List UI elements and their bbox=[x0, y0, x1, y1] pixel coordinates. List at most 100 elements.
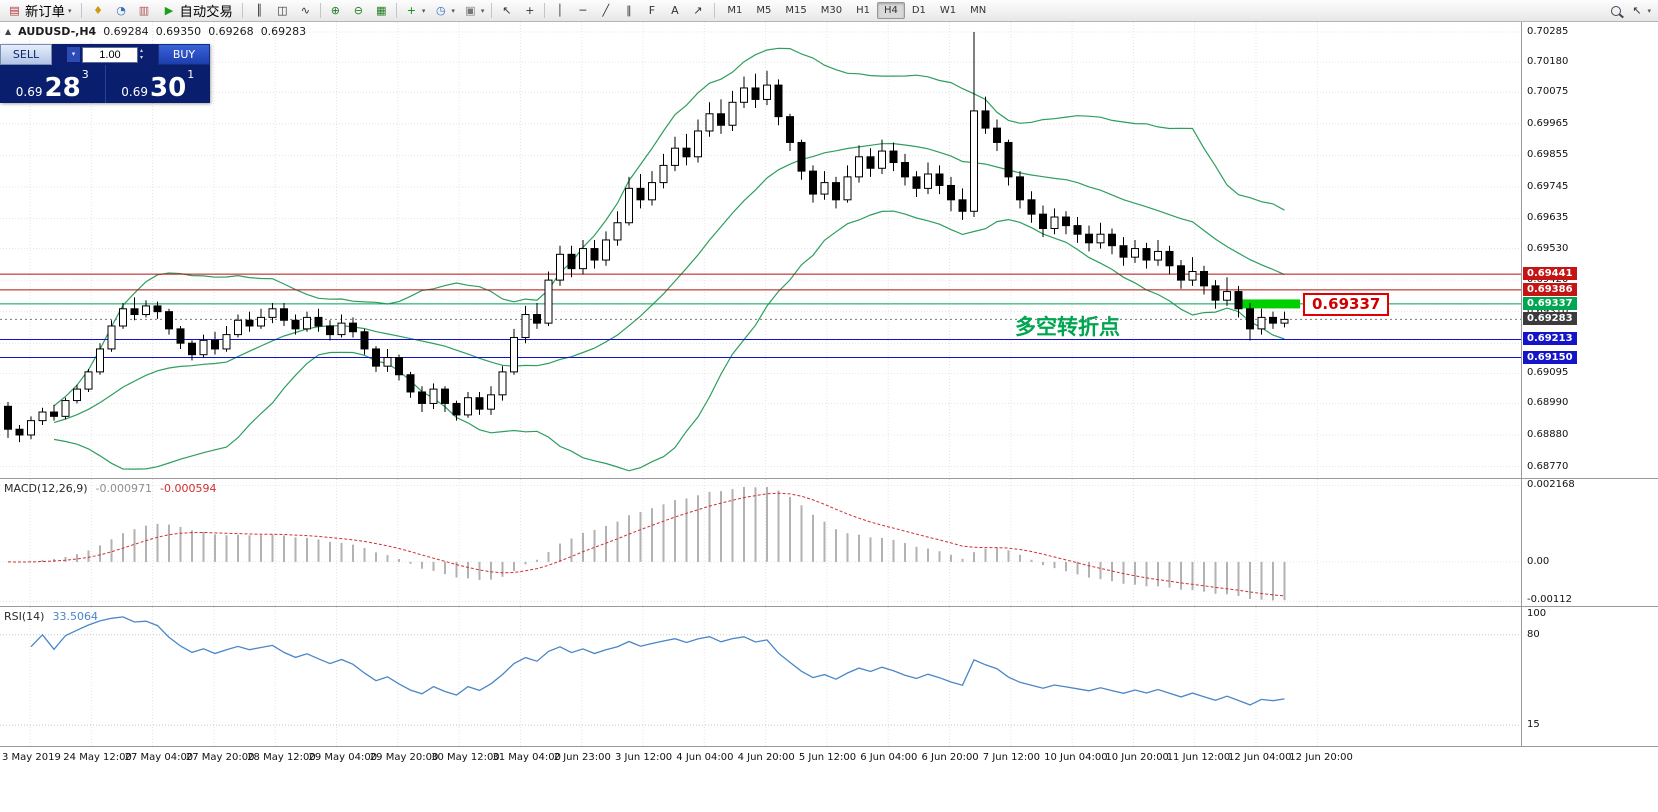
equidistant-channel-button[interactable]: ∥ bbox=[617, 2, 640, 20]
buy-button[interactable]: BUY bbox=[158, 44, 210, 65]
text-label-icon: A bbox=[671, 4, 679, 17]
trendline-button[interactable]: ╱ bbox=[594, 2, 617, 20]
timeframe-w1-button[interactable]: W1 bbox=[933, 2, 963, 19]
expand-triangle-icon[interactable]: ▲ bbox=[5, 27, 12, 36]
sell-button[interactable]: SELL bbox=[0, 44, 52, 65]
price-tick: 0.68990 bbox=[1527, 397, 1569, 409]
volume-dropdown-button[interactable]: ▾ bbox=[66, 47, 80, 62]
bar-chart-button[interactable]: ║ bbox=[248, 2, 271, 20]
time-label: 31 May 04:00 bbox=[492, 752, 561, 763]
crosshair-button[interactable]: + bbox=[518, 2, 541, 20]
macd-axis-label: 0.002168 bbox=[1527, 479, 1575, 491]
template-button[interactable]: ▣ ▾ bbox=[459, 2, 489, 20]
candlestick-icon: ◫ bbox=[277, 4, 288, 17]
sell-price-pips: 28 bbox=[44, 73, 81, 104]
macd-axis[interactable]: 0.002168 0.00 -0.00112 bbox=[1522, 479, 1658, 606]
timeframe-h4-button[interactable]: H4 bbox=[876, 2, 905, 19]
fibonacci-button[interactable]: F bbox=[640, 2, 663, 20]
rsi-line bbox=[30, 616, 1285, 706]
timeframe-m1-button[interactable]: M1 bbox=[720, 2, 749, 19]
toolbar-separator bbox=[395, 3, 397, 18]
time-label: 27 May 04:00 bbox=[124, 752, 194, 763]
buy-price-display[interactable]: 0.69 30 1 bbox=[106, 65, 211, 103]
zoom-in-button[interactable]: ⊕ bbox=[324, 2, 347, 20]
rsi-panel[interactable]: RSI(14) 33.5064 bbox=[0, 607, 1521, 746]
macd-header: MACD(12,26,9) -0.000971 -0.000594 bbox=[4, 482, 216, 495]
pointer-button[interactable]: ↖ ▾ bbox=[1625, 2, 1655, 20]
buy-price-point: 1 bbox=[187, 68, 195, 81]
timeframe-h1-button[interactable]: H1 bbox=[849, 2, 877, 19]
time-label: 4 Jun 04:00 bbox=[676, 752, 734, 763]
sell-price-point: 3 bbox=[81, 68, 89, 81]
macd-signal-line bbox=[7, 492, 1285, 597]
price-tick: 0.70075 bbox=[1527, 86, 1569, 98]
timeframe-m30-button[interactable]: M30 bbox=[814, 2, 849, 19]
macd-label: MACD(12,26,9) bbox=[4, 482, 88, 495]
toolbar-separator bbox=[544, 3, 546, 18]
grid-layer bbox=[0, 22, 1521, 478]
price-tick: 0.69310 bbox=[1527, 305, 1569, 317]
rsi-axis[interactable]: 100 80 15 bbox=[1522, 607, 1658, 746]
cursor-button[interactable]: ↖ bbox=[495, 2, 518, 20]
price-tick: 0.70180 bbox=[1527, 56, 1569, 68]
text-label-button[interactable]: A bbox=[663, 2, 686, 20]
line-chart-button[interactable]: ∿ bbox=[294, 2, 317, 20]
price-tick: 0.69095 bbox=[1527, 367, 1569, 379]
volume-input[interactable] bbox=[81, 46, 138, 63]
time-label: 27 May 20:00 bbox=[185, 752, 255, 763]
rsi-header: RSI(14) 33.5064 bbox=[4, 610, 98, 623]
axis-border bbox=[1521, 22, 1522, 746]
timeframe-d1-button[interactable]: D1 bbox=[905, 2, 933, 19]
price-axis[interactable]: 0.70285 0.70180 0.70075 0.69965 0.69855 0.697… bbox=[1522, 22, 1658, 478]
chevron-down-icon: ▾ bbox=[451, 6, 455, 15]
horizontal-line-button[interactable]: ─ bbox=[571, 2, 594, 20]
time-axis[interactable]: 3 May 2019 24 May 12:00 27 May 04:00 27 May… bbox=[0, 747, 1521, 768]
timeframe-m15-button[interactable]: M15 bbox=[778, 2, 813, 19]
alert-button[interactable]: ♦ bbox=[87, 2, 110, 20]
price-tick: 0.69635 bbox=[1527, 212, 1569, 224]
period-clock-button[interactable]: ◷ ▾ bbox=[429, 2, 459, 20]
price-tick: 0.69530 bbox=[1527, 242, 1569, 254]
candlestick-chart-svg[interactable]: 多空转折点 bbox=[0, 22, 1521, 478]
price-tick: 0.69965 bbox=[1527, 117, 1569, 129]
candlestick-button[interactable]: ◫ bbox=[271, 2, 294, 20]
tile-windows-button[interactable]: ▦ bbox=[370, 2, 393, 20]
price-badge: 0.69213 bbox=[1523, 332, 1577, 346]
panel-separator bbox=[0, 746, 1658, 747]
chart-symbol-label: AUDUSD-,H4 bbox=[18, 25, 97, 38]
ohlc-high: 0.69350 bbox=[155, 25, 202, 38]
macd-chart-svg bbox=[0, 479, 1521, 606]
new-order-button[interactable]: ▤ 新订单 ▾ bbox=[3, 2, 76, 20]
volume-down-button[interactable]: ▾ bbox=[139, 54, 143, 61]
vertical-line-icon: │ bbox=[556, 4, 564, 17]
autotrade-button[interactable]: ▶ 自动交易 bbox=[158, 2, 237, 20]
timeframe-m5-button[interactable]: M5 bbox=[749, 2, 778, 19]
time-label: 28 May 12:00 bbox=[247, 752, 316, 763]
macd-panel[interactable]: MACD(12,26,9) -0.000971 -0.000594 bbox=[0, 479, 1521, 606]
chevron-down-icon: ▾ bbox=[421, 6, 426, 15]
price-badge: 0.69150 bbox=[1523, 350, 1577, 364]
price-tick: 0.69745 bbox=[1527, 180, 1569, 192]
volume-control: ▾ ▴ ▾ bbox=[52, 44, 158, 65]
pointer-icon: ↖ bbox=[1632, 4, 1642, 17]
sell-price-display[interactable]: 0.69 28 3 bbox=[0, 65, 106, 103]
macd-axis-label: 0.00 bbox=[1527, 555, 1550, 567]
ohlc-open: 0.69284 bbox=[103, 25, 149, 38]
indicators-button[interactable]: + ▾ bbox=[400, 2, 430, 20]
vertical-line-button[interactable]: │ bbox=[548, 2, 571, 20]
mql-editor-button[interactable]: ◔ bbox=[110, 2, 133, 20]
volume-up-button[interactable]: ▴ bbox=[139, 47, 143, 54]
buy-price-base: 0.69 bbox=[121, 84, 149, 99]
tile-windows-icon: ▦ bbox=[376, 4, 387, 17]
search-button[interactable] bbox=[1607, 2, 1625, 20]
rsi-chart-svg bbox=[0, 607, 1521, 746]
panel-separator[interactable] bbox=[0, 606, 1658, 607]
new-order-label: 新订单 bbox=[25, 5, 65, 20]
news-button[interactable]: ▥ bbox=[133, 2, 156, 20]
zoom-out-button[interactable]: ⊖ bbox=[347, 2, 370, 20]
price-callout-label[interactable]: 0.69337 bbox=[1303, 292, 1390, 316]
price-chart[interactable]: 多空转折点 ▲ AUDUSD-,H4 0.69284 0.69350 0.69 2… bbox=[0, 22, 1521, 478]
timeframe-mn-button[interactable]: MN bbox=[963, 2, 993, 19]
panel-separator[interactable] bbox=[0, 478, 1658, 479]
arrows-button[interactable]: ↗ bbox=[686, 2, 709, 20]
